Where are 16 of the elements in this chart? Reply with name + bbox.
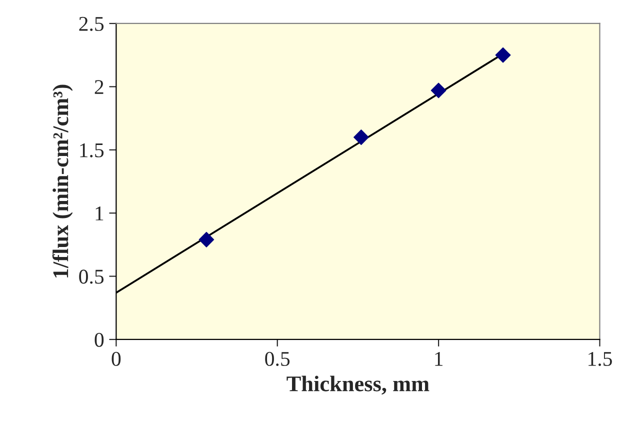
point (353, 130, 369, 145)
y-tick-label: 2.5 (79, 16, 104, 32)
y-tick-label: 0.5 (79, 270, 104, 284)
x-tick-label: 1.5 (588, 352, 612, 366)
x-axis-title: Thickness, mm (286, 376, 430, 395)
y-tick-label: 0 (94, 332, 104, 347)
y-tick-label: 2 (94, 80, 104, 94)
x-tick-label: 1 (435, 352, 443, 366)
point (430, 82, 446, 98)
y-tick-label: 1 (96, 206, 104, 220)
point (495, 47, 511, 63)
y-axis-title: 1/flux (min-cm²/cm³) (52, 84, 73, 278)
x-tick-label: 0.5 (265, 352, 290, 366)
point (198, 232, 214, 248)
x-tick-label: 0 (112, 352, 121, 366)
y-tick-label: 1.5 (80, 143, 104, 158)
